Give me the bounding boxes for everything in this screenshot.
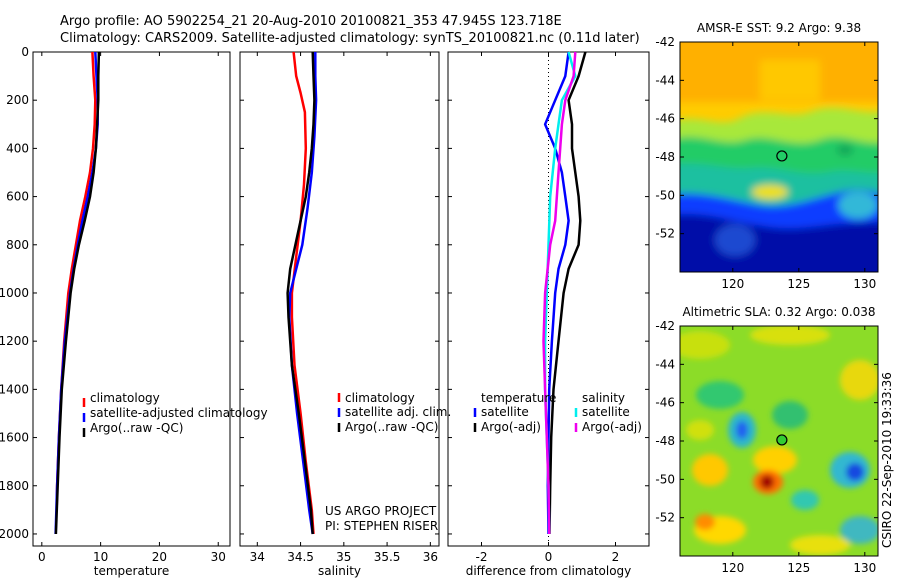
lat-tick-label: -46 (655, 112, 675, 126)
legend-argo: Argo(..raw -QC) (90, 421, 183, 435)
temperature-x-tick-label: 0 (38, 550, 46, 564)
legend-climatology: climatology (345, 391, 415, 405)
difference-legend: temperature salinity satellite Argo(-adj… (473, 391, 642, 434)
depth-tick-label: 2000 (0, 527, 29, 541)
legend-temp-argo: Argo(-adj) (481, 420, 541, 434)
legend-satellite-adjusted: satellite-adjusted climatology (90, 406, 268, 420)
temperature-legend: climatology satellite-adjusted climatolo… (82, 391, 268, 437)
header-line-1: Argo profile: AO 5902254_21 20-Aug-2010 … (60, 14, 562, 29)
legend-sal-argo: Argo(-adj) (582, 420, 642, 434)
legend-header-temperature: temperature (481, 391, 556, 405)
series-line-argo-raw-qc- (54, 51, 101, 535)
legend-temp-satellite: satellite (481, 405, 529, 419)
salinity-plot-frame (239, 51, 440, 547)
lat-tick-label: -46 (655, 396, 675, 410)
depth-tick-label: 1400 (0, 382, 29, 396)
difference-x-tick-label: -2 (476, 550, 488, 564)
series-line-temperature-satellite (543, 51, 570, 535)
salinity-panel: 34 34.5 35 35.5 36 salinity (239, 51, 440, 578)
temperature-x-tick-label: 10 (93, 550, 108, 564)
sst-map (680, 42, 878, 272)
float-position-marker (776, 434, 788, 446)
temperature-x-label: temperature (94, 564, 169, 578)
series-line-salinity-argo-adj- (542, 51, 577, 535)
lat-tick-label: -48 (655, 434, 675, 448)
depth-tick-label: 400 (6, 141, 29, 155)
salinity-x-tick-label: 34 (250, 550, 265, 564)
legend-argo: Argo(..raw -QC) (345, 420, 438, 434)
difference-x-tick-label: 2 (612, 550, 620, 564)
salinity-x-tick-label: 35 (336, 550, 351, 564)
depth-tick-label: 0 (21, 45, 29, 59)
credit-project: US ARGO PROJECT (325, 504, 437, 518)
depth-tick-label: 1000 (0, 286, 29, 300)
legend-sal-satellite: satellite (582, 405, 630, 419)
lat-tick-label: -50 (655, 188, 675, 202)
difference-x-label: difference from climatology (466, 564, 632, 578)
depth-tick-label: 1200 (0, 334, 29, 348)
sla-map (680, 326, 878, 556)
temperature-x-tick-label: 20 (152, 550, 167, 564)
sla-map-title: Altimetric SLA: 0.32 Argo: 0.038 (682, 305, 875, 319)
sla-map-axes: -42 -44 -46 -48 -50 -52 120 125 130 (655, 319, 878, 575)
legend-header-salinity: salinity (582, 391, 625, 405)
salinity-legend: climatology satellite adj. clim. Argo(..… (337, 391, 451, 434)
lon-tick-label: 130 (853, 277, 876, 291)
lon-tick-label: 130 (853, 561, 876, 575)
depth-tick-label: 1600 (0, 431, 29, 445)
lat-tick-label: -42 (655, 35, 675, 49)
depth-tick-label: 800 (6, 238, 29, 252)
credit-pi: PI: STEPHEN RISER (325, 519, 438, 533)
depth-tick-label: 1800 (0, 479, 29, 493)
series-line-satellite-adjusted-climatology (54, 51, 99, 535)
lat-tick-label: -42 (655, 319, 675, 333)
float-position-marker (776, 150, 788, 162)
legend-satellite-adj: satellite adj. clim. (345, 405, 451, 419)
series-line-argo-raw-qc- (286, 51, 316, 535)
lat-tick-label: -44 (655, 73, 675, 87)
series-line-temperature-argo-adj- (548, 51, 587, 535)
salinity-x-tick-label: 34.5 (287, 550, 314, 564)
lon-tick-label: 120 (721, 277, 744, 291)
legend-climatology: climatology (90, 391, 160, 405)
sst-map-axes: -42 -44 -46 -48 -50 -52 120 125 130 (655, 35, 878, 291)
lon-tick-label: 125 (787, 277, 810, 291)
header-line-2: Climatology: CARS2009. Satellite-adjuste… (60, 31, 640, 46)
lat-tick-label: -50 (655, 472, 675, 486)
salinity-x-tick-label: 35.5 (374, 550, 401, 564)
depth-tick-label: 600 (6, 190, 29, 204)
difference-x-tick-label: 0 (545, 550, 553, 564)
lat-tick-label: -52 (655, 227, 675, 241)
lat-tick-label: -48 (655, 150, 675, 164)
salinity-x-tick-label: 36 (423, 550, 438, 564)
lon-tick-label: 125 (787, 561, 810, 575)
sst-map-title: AMSR-E SST: 9.2 Argo: 9.38 (697, 21, 861, 35)
lat-tick-label: -44 (655, 357, 675, 371)
temperature-plot-frame (32, 51, 231, 547)
lon-tick-label: 120 (721, 561, 744, 575)
depth-tick-label: 200 (6, 93, 29, 107)
timestamp-label: CSIRO 22-Sep-2010 19:33:36 (880, 372, 894, 548)
temperature-x-tick-label: 30 (211, 550, 226, 564)
series-line-climatology (55, 51, 97, 506)
lat-tick-label: -52 (655, 511, 675, 525)
series-line-satellite-adj-clim- (288, 52, 318, 535)
salinity-x-label: salinity (318, 564, 361, 578)
temperature-panel: 0 200 400 600 800 1000 1200 1400 1600 1800 2000 0 10… (0, 45, 231, 578)
